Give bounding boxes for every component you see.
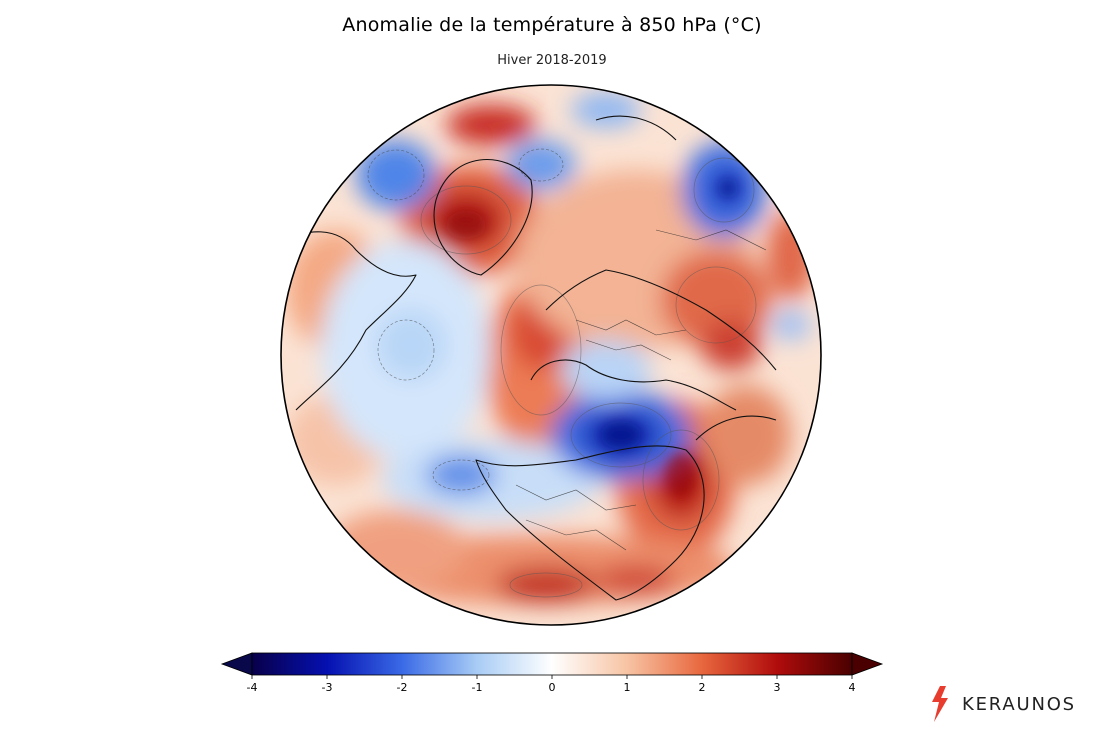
colorbar [220,652,884,679]
greenland-outline [433,159,533,276]
colorbar-tick-label: 2 [698,681,706,694]
brand-name: KERAUNOS [962,694,1076,715]
colorbar-low-extend-arrow [220,652,253,676]
arctic-coast [595,115,677,141]
colorbar-ticks [251,675,853,679]
north-america-coast [285,231,417,411]
africa-outline [475,445,705,601]
anomaly-globe [280,84,822,626]
mediterranean-coast [530,359,737,411]
colorbar-tick-label: -4 [246,681,258,694]
keraunos-logo [932,686,948,722]
colorbar-high-extend-arrow [851,652,884,676]
colorbar-gradient [251,652,853,676]
europe-coast [545,269,777,371]
colorbar-tick-label: -1 [471,681,483,694]
colorbar-tick-label: 4 [848,681,856,694]
colorbar-tick-label: 0 [548,681,556,694]
globe-outline [280,84,822,626]
colorbar-tick-label: -3 [321,681,333,694]
lightning-bolt-icon [932,686,948,722]
colorbar-tick-label: -2 [396,681,408,694]
colorbar-tick-label: 1 [623,681,631,694]
map-subtitle: Hiver 2018-2019 [497,53,607,68]
map-title: Anomalie de la température à 850 hPa (°C… [342,14,762,36]
arabia-coast [695,415,777,441]
colorbar-tick-label: 3 [773,681,781,694]
